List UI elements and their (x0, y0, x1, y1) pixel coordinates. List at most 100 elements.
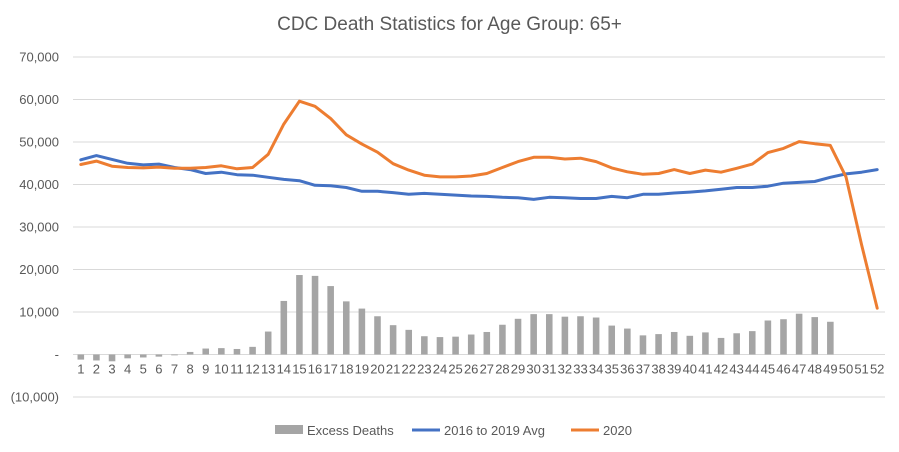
x-tick-label: 11 (230, 362, 244, 377)
x-tick-label: 46 (776, 362, 790, 377)
bar-excess-deaths (483, 331, 491, 355)
bar-excess-deaths (93, 354, 100, 361)
x-tick-label: 10 (214, 362, 228, 377)
x-tick-label: 30 (526, 362, 540, 377)
x-tick-label: 2 (93, 362, 100, 377)
x-tick-label: 43 (729, 362, 743, 377)
x-tick-label: 52 (870, 362, 884, 377)
y-tick-label: 60,000 (19, 92, 59, 107)
chart-title: CDC Death Statistics for Age Group: 65+ (277, 14, 622, 35)
x-tick-label: 7 (171, 362, 178, 377)
y-tick-label: 70,000 (19, 50, 59, 65)
bar-excess-deaths (77, 354, 85, 360)
bar-excess-deaths (639, 335, 647, 355)
line-2016-to-2019-avg (79, 154, 879, 201)
x-tick-label: 28 (495, 362, 509, 377)
bar-excess-deaths (733, 333, 740, 355)
bar-excess-deaths (811, 317, 819, 355)
x-tick-label: 49 (823, 362, 837, 377)
x-tick-label: 14 (277, 362, 291, 377)
x-tick-label: 15 (292, 362, 306, 377)
bar-excess-deaths (764, 320, 772, 355)
y-tick-label: (10,000) (11, 390, 59, 405)
bar-excess-deaths (514, 318, 522, 355)
x-tick-label: 19 (355, 362, 369, 377)
bar-excess-deaths (592, 317, 600, 355)
x-tick-label: 5 (140, 362, 147, 377)
x-tick-label: 32 (558, 362, 572, 377)
x-tick-label: 26 (464, 362, 478, 377)
x-tick-label: 1 (77, 362, 84, 377)
x-tick-label: 41 (698, 362, 712, 377)
x-tick-label: 17 (323, 362, 337, 377)
x-tick-label: 50 (839, 362, 853, 377)
bar-excess-deaths (374, 316, 381, 355)
bar-excess-deaths (499, 324, 506, 355)
legend-label-2016-to-2019-avg: 2016 to 2019 Avg (444, 423, 545, 438)
bar-excess-deaths (311, 275, 319, 355)
bar-excess-deaths (577, 316, 584, 355)
y-tick-label: 10,000 (19, 305, 59, 320)
x-tick-label: 13 (261, 362, 275, 377)
x-tick-label: 4 (124, 362, 131, 377)
bar-excess-deaths (702, 332, 709, 355)
legend-label-2020: 2020 (603, 423, 632, 438)
legend-label-excess-deaths: Excess Deaths (307, 423, 394, 438)
x-tick-label: 39 (667, 362, 681, 377)
bar-excess-deaths (624, 328, 631, 355)
bar-excess-deaths (405, 329, 413, 355)
x-tick-label: 20 (370, 362, 384, 377)
x-tick-label: 25 (448, 362, 462, 377)
x-tick-label: 6 (155, 362, 162, 377)
x-tick-label: 21 (386, 362, 400, 377)
bar-excess-deaths (717, 337, 725, 355)
legend-swatch-excess-deaths (275, 425, 303, 434)
bar-excess-deaths (202, 348, 210, 355)
y-tick-label: 40,000 (19, 177, 59, 192)
bar-excess-deaths (686, 335, 694, 355)
x-tick-label: 42 (714, 362, 728, 377)
bar-excess-deaths (436, 337, 444, 355)
bar-excess-deaths (249, 346, 256, 355)
bar-excess-deaths (795, 313, 803, 355)
bar-excess-deaths (296, 275, 303, 355)
bar-excess-deaths (124, 354, 131, 359)
bar-excess-deaths (545, 314, 553, 355)
x-tick-label: 34 (589, 362, 603, 377)
bar-excess-deaths (608, 325, 616, 355)
x-tick-label: 47 (792, 362, 806, 377)
x-tick-label: 8 (186, 362, 193, 377)
x-tick-label: 48 (807, 362, 821, 377)
x-tick-label: 45 (761, 362, 775, 377)
y-tick-label: 50,000 (19, 135, 59, 150)
x-tick-label: 22 (401, 362, 415, 377)
bar-excess-deaths (155, 354, 163, 357)
x-tick-label: 9 (202, 362, 209, 377)
bar-excess-deaths (139, 354, 147, 358)
x-tick-label: 16 (308, 362, 322, 377)
x-tick-label: 33 (573, 362, 587, 377)
x-tick-label: 23 (417, 362, 431, 377)
bar-excess-deaths (655, 334, 662, 355)
x-tick-label: 3 (108, 362, 115, 377)
x-tick-label: 29 (511, 362, 525, 377)
x-tick-label: 35 (604, 362, 618, 377)
bar-excess-deaths (218, 348, 225, 355)
x-tick-label: 44 (745, 362, 759, 377)
bar-excess-deaths (780, 319, 787, 355)
bar-excess-deaths (467, 334, 475, 355)
bar-excess-deaths (827, 321, 834, 355)
x-tick-label: 40 (683, 362, 697, 377)
x-tick-label: 31 (542, 362, 556, 377)
x-tick-label: 36 (620, 362, 634, 377)
bar-excess-deaths (264, 331, 272, 355)
bar-excess-deaths (342, 301, 350, 355)
bar-excess-deaths (389, 325, 397, 355)
x-tick-label: 51 (854, 362, 868, 377)
x-tick-label: 18 (339, 362, 353, 377)
x-tick-label: 37 (636, 362, 650, 377)
x-tick-label: 38 (651, 362, 665, 377)
line-2020 (79, 99, 879, 310)
bar-excess-deaths (561, 316, 569, 355)
